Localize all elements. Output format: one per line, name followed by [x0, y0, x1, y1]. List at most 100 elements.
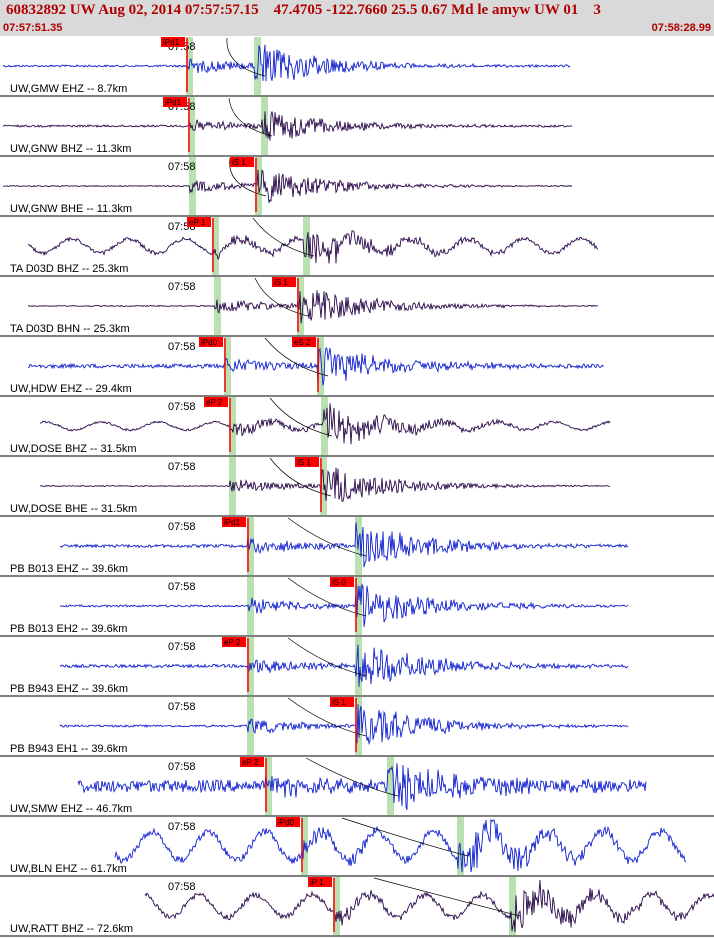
station-label: UW,HDW EHZ -- 29.4km — [10, 383, 132, 395]
pick-flag — [276, 817, 300, 827]
time-tick-label: 07:58 — [168, 701, 196, 713]
station-label: UW,RATT BHZ -- 72.6km — [10, 923, 133, 935]
pick-label: eP 2 — [224, 638, 241, 647]
p-window — [224, 337, 231, 395]
travel-time-curve — [228, 97, 273, 137]
pick-label: eP 1 — [189, 218, 206, 227]
time-tick-label: 07:58 — [168, 881, 196, 893]
travel-time-curve — [264, 337, 329, 377]
p-window — [229, 397, 236, 455]
window-end-time: 07:58:28.99 — [651, 22, 711, 34]
waveform-trace — [59, 644, 629, 687]
pick-flag — [292, 337, 316, 347]
waveform-trace — [114, 818, 687, 873]
waveform-trace — [39, 467, 610, 502]
pick-label: iPd0 — [201, 338, 218, 347]
pick-label: eP 2 — [242, 758, 259, 767]
time-tick-label: 07:58 — [168, 281, 196, 293]
pick-label: iPd1 — [165, 98, 182, 107]
pick-flag — [295, 457, 319, 467]
pick-flag — [187, 217, 211, 227]
travel-time-curve — [305, 757, 399, 797]
pick-label: iS 1 — [232, 158, 246, 167]
station-label: PB B013 EH2 -- 39.6km — [10, 623, 127, 635]
waveform-trace — [2, 169, 573, 203]
pick-flag — [204, 397, 228, 407]
travel-time-curve — [269, 457, 332, 497]
time-tick-label: 07:58 — [168, 641, 196, 653]
station-label: UW,GNW BHE -- 11.3km — [10, 203, 132, 215]
waveform-trace — [27, 290, 599, 324]
station-label: PB B013 EHZ -- 39.6km — [10, 563, 128, 575]
waveform-trace — [2, 111, 573, 141]
pick-label: iP 1 — [310, 878, 324, 887]
pick-flag — [308, 877, 332, 887]
station-label: PB B943 EH1 -- 39.6km — [10, 743, 127, 755]
pick-flag — [240, 757, 264, 767]
s-window — [387, 757, 394, 815]
station-label: TA D03D BHZ -- 25.3km — [10, 263, 128, 275]
travel-time-curve — [341, 817, 469, 857]
station-label: UW,GMW EHZ -- 8.7km — [10, 83, 127, 95]
time-tick-label: 07:58 — [168, 581, 196, 593]
travel-time-curve — [269, 397, 333, 437]
pick-flag — [222, 517, 246, 527]
s-window — [317, 337, 324, 395]
time-tick-label: 07:58 — [168, 821, 196, 833]
pick-flag — [330, 577, 354, 587]
s-window — [509, 877, 516, 935]
waveform-trace — [144, 879, 714, 933]
pick-label: iPd1 — [163, 38, 180, 47]
station-label: TA D03D BHN -- 25.3km — [10, 323, 130, 335]
time-tick-label: 07:58 — [168, 461, 196, 473]
time-tick-label: 07:58 — [168, 761, 196, 773]
s-window — [355, 577, 362, 635]
travel-time-curve — [373, 877, 521, 917]
pick-flag — [199, 337, 223, 347]
pick-flag — [330, 697, 354, 707]
travel-time-curve — [229, 157, 267, 197]
p-window — [247, 697, 254, 755]
pick-label: iPd0 — [278, 818, 295, 827]
time-tick-label: 07:58 — [168, 401, 196, 413]
pick-label: iS 1 — [297, 458, 311, 467]
p-window — [265, 757, 272, 815]
pick-flag — [230, 157, 254, 167]
p-window — [247, 517, 254, 575]
pick-label: eP 2 — [206, 398, 223, 407]
travel-time-curve — [287, 697, 367, 737]
pick-label: iS 1 — [274, 278, 288, 287]
station-label: UW,GNW BHZ -- 11.3km — [10, 143, 131, 155]
waveform-trace — [77, 763, 647, 810]
pick-flag — [163, 97, 187, 107]
pick-label: iS 1 — [332, 698, 346, 707]
time-tick-label: 07:58 — [168, 341, 196, 353]
p-window — [212, 217, 219, 275]
pick-label: iPd1 — [224, 518, 241, 527]
waveform-trace — [2, 44, 571, 82]
waveform-trace — [59, 522, 629, 568]
travel-time-curve — [287, 637, 367, 677]
waveform-trace — [60, 583, 629, 627]
p-window — [333, 877, 340, 935]
event-title: 60832892 UW Aug 02, 2014 07:57:57.15 47.… — [6, 2, 601, 18]
travel-time-curve — [226, 37, 266, 77]
waveform-trace — [27, 347, 605, 386]
pick-flag — [161, 37, 185, 47]
window-start-time: 07:57:51.35 — [3, 22, 63, 34]
waveform-trace — [27, 230, 599, 264]
pick-label: iS 0 — [332, 578, 346, 587]
time-tick-label: 07:58 — [168, 161, 196, 173]
station-label: UW,DOSE BHZ -- 31.5km — [10, 443, 137, 455]
s-window — [321, 397, 328, 455]
pick-flag — [222, 637, 246, 647]
time-tick-label: 07:58 — [168, 521, 196, 533]
station-label: UW,DOSE BHE -- 31.5km — [10, 503, 137, 515]
station-label: PB B943 EHZ -- 39.6km — [10, 683, 128, 695]
station-label: UW,SMW EHZ -- 46.7km — [10, 803, 132, 815]
event-header: 60832892 UW Aug 02, 2014 07:57:57.15 47.… — [0, 0, 714, 36]
waveform-trace — [59, 704, 629, 745]
pick-flag — [272, 277, 296, 287]
station-label: UW,BLN EHZ -- 61.7km — [10, 863, 127, 875]
